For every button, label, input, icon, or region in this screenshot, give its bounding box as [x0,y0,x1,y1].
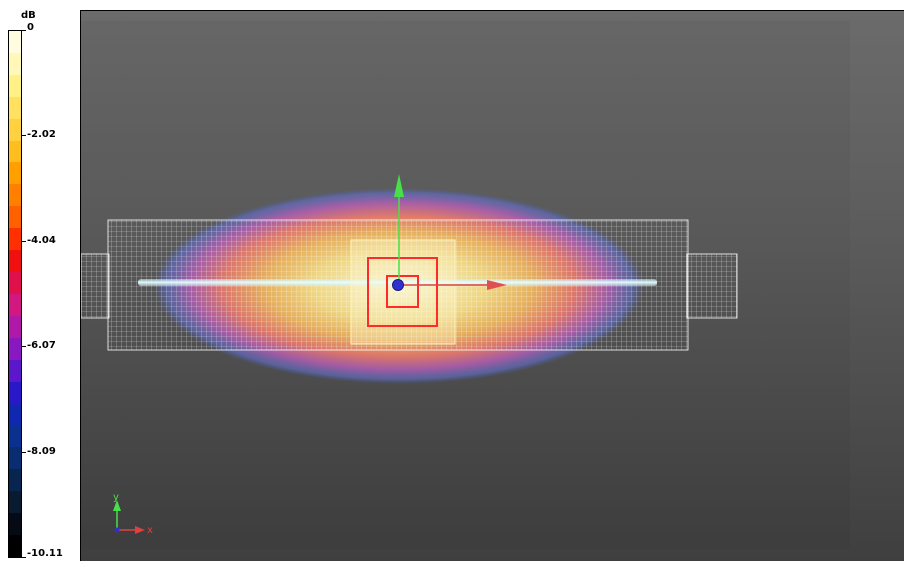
y-axis-arrow-head[interactable] [394,174,404,197]
legend-tick-label: -2.02 [27,129,56,141]
legend-band [9,250,21,272]
legend-tick-label: -8.09 [27,445,56,457]
legend-band [9,206,21,229]
triad-y-label: y [113,492,119,503]
legend-band [9,447,21,470]
legend-band [9,359,21,382]
x-axis-arrow-head[interactable] [487,280,507,290]
legend-tick [22,557,26,558]
legend-tick [22,346,26,348]
selection-box-inner[interactable] [386,275,419,308]
mesh-left-extension [81,253,110,319]
scene-canvas[interactable]: y x [81,11,904,561]
legend-band [9,512,21,535]
legend-band [9,31,21,53]
legend-tick [22,30,26,31]
triad-x-label: x [147,525,153,536]
legend-band [9,425,21,448]
legend-band [9,184,21,207]
center-highlight-patch [350,239,456,345]
axis-triad: y x [113,492,153,536]
legend-tick [22,135,26,137]
legend-tick [22,240,26,242]
mesh-right-extension [686,253,738,319]
3d-viewport[interactable]: y x [80,10,904,561]
legend-band [9,74,21,97]
legend-band [9,52,21,75]
legend-band [9,469,21,492]
legend-band [9,293,21,316]
legend-band [9,403,21,426]
legend-band [9,315,21,338]
legend-tick-label: -10.11 [27,548,63,559]
legend-tick-label: 0 [27,22,34,33]
legend-band [9,491,21,513]
source-center-ball[interactable] [392,279,404,291]
legend-band [9,337,21,360]
selection-box-outer[interactable] [367,257,438,327]
legend-band [9,381,21,404]
legend-band [9,118,21,141]
legend-tick [22,451,26,453]
legend-band [9,271,21,294]
legend-band [9,96,21,119]
legend-unit-label: dB [21,10,36,21]
legend-band [9,162,21,185]
legend-tick-label: -6.07 [27,340,56,352]
legend-band [9,534,21,557]
color-legend: dB 0 -2.02 -4.04 -6.07 -8.09 -10.11 [0,0,80,561]
legend-band [9,228,21,251]
legend-color-bar [8,30,22,558]
legend-band [9,140,21,163]
legend-tick-label: -4.04 [27,234,56,246]
